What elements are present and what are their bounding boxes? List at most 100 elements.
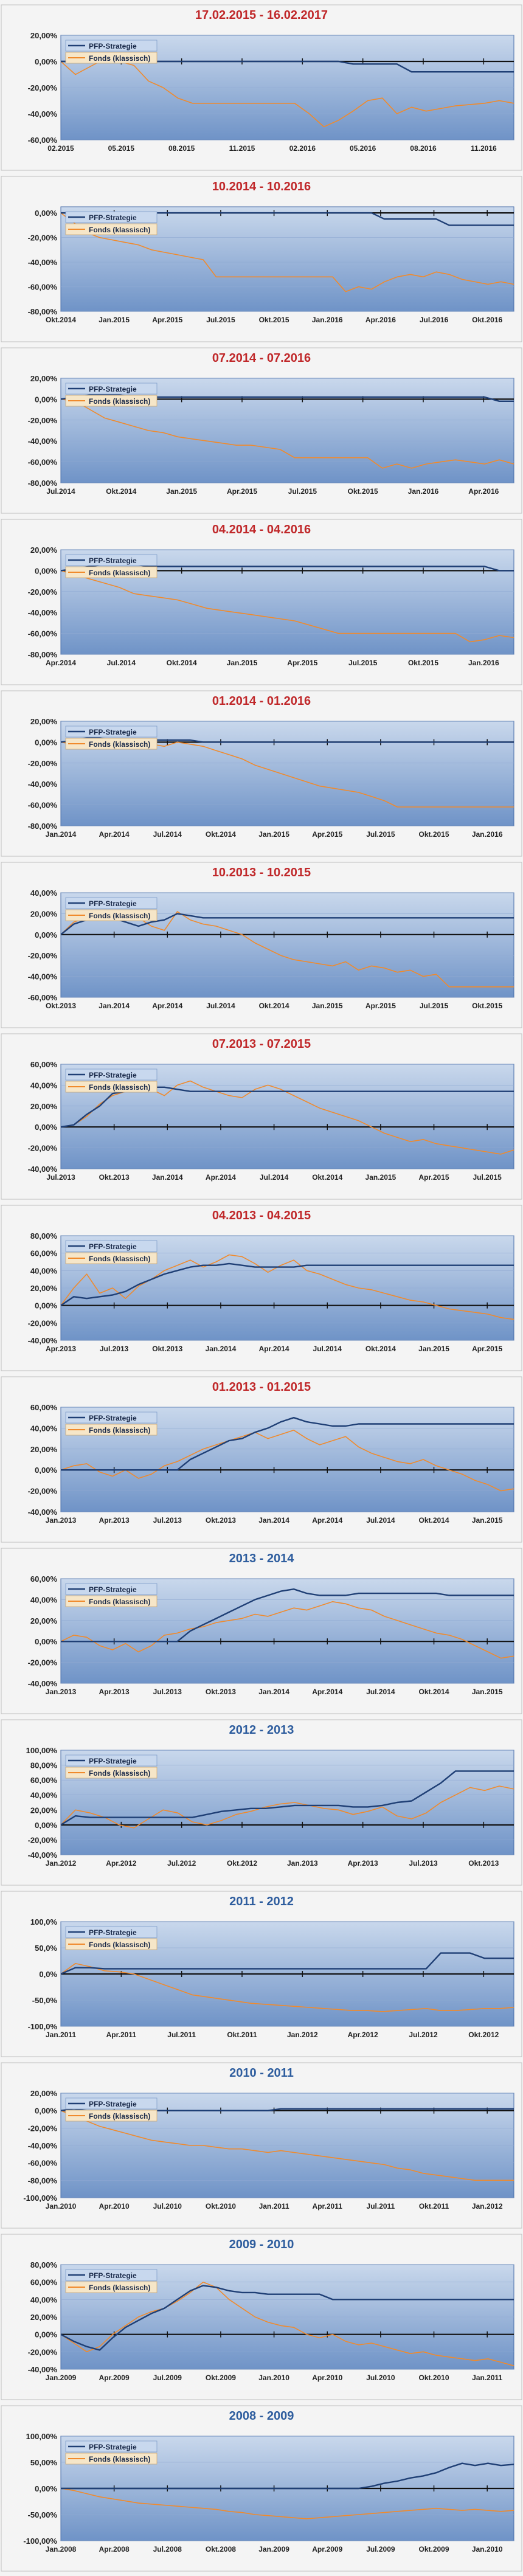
x-tick-label: Jan.2014 (99, 1002, 130, 1010)
x-tick-label: 05.2015 (108, 144, 135, 153)
x-tick-label: Jan.2010 (472, 2545, 503, 2553)
legend-box-strategy (65, 1754, 158, 1767)
chart-panel: 20,00% 0,00% -20,00% -40,00% -60,00% -80,00% J… (0, 347, 523, 518)
y-tick-label: -40,00% (28, 258, 58, 267)
y-tick-label: -60,00% (28, 2159, 58, 2168)
x-tick-label: Jan.2009 (258, 2545, 289, 2553)
x-tick-label: Okt.2014 (419, 1688, 449, 1696)
x-tick-label: Jan.2015 (365, 1173, 397, 1182)
y-tick-label: -80,00% (28, 307, 58, 316)
x-tick-label: Jan.2015 (472, 1516, 503, 1525)
legend-label-fund: Fonds (klassisch) (89, 1769, 150, 1778)
x-tick-label: Jul.2014 (260, 1173, 289, 1182)
legend: PFP-Strategie Fonds (klassisch) (65, 897, 158, 921)
x-tick-label: Apr.2014 (46, 659, 76, 667)
x-tick-label: Jan.2015 (227, 659, 258, 667)
x-tick-label: Jul.2012 (409, 2031, 438, 2039)
chart-panel: 20,00% 0,00% -20,00% -40,00% -60,00% -80,00% J… (0, 690, 523, 861)
x-tick-label: Jul.2008 (153, 2545, 182, 2553)
y-tick-label: 100,00% (26, 1746, 58, 1755)
y-tick-label: -20,00% (28, 1658, 58, 1667)
x-tick-label: Jan.2016 (468, 659, 499, 667)
legend-label-fund: Fonds (klassisch) (89, 1255, 150, 1263)
chart-panel: 60,00% 40,00% 20,00% 0,00% -20,00% -40,00% Jan… (0, 1547, 523, 1719)
y-tick-label: -20,00% (28, 83, 58, 92)
x-tick-label: Okt.2014 (46, 316, 76, 324)
x-tick-label: Okt.2015 (472, 1002, 502, 1010)
x-tick-label: Apr.2015 (472, 1345, 502, 1353)
x-tick-label: Jul.2015 (206, 316, 235, 324)
x-tick-label: Jan.2011 (259, 2202, 289, 2211)
y-tick-label: -40,00% (28, 608, 58, 617)
x-tick-label: Jan.2009 (46, 2373, 77, 2382)
y-tick-label: 0,00% (35, 209, 57, 218)
y-tick-label: -40,00% (28, 1336, 58, 1345)
legend-box-fund (65, 738, 158, 750)
x-tick-label: Okt.2014 (312, 1173, 342, 1182)
y-tick-label: -20,00% (28, 2124, 58, 2133)
x-tick-label: Okt.2014 (167, 659, 197, 667)
x-tick-label: Okt.2015 (408, 659, 438, 667)
x-tick-label: Okt.2013 (206, 1516, 236, 1525)
x-tick-label: 02.2015 (47, 144, 74, 153)
chart-title: 2011 - 2012 (229, 1895, 294, 1908)
chart-panel: 60,00% 40,00% 20,00% 0,00% -20,00% -40,00% Jul… (0, 1033, 523, 1204)
x-tick-label: Okt.2013 (152, 1345, 182, 1353)
y-tick-label: -80,00% (28, 650, 58, 659)
y-tick-label: -20,00% (28, 759, 58, 768)
legend-box-strategy (65, 897, 158, 909)
y-tick-label: 60,00% (30, 1574, 58, 1584)
y-tick-label: -20,00% (28, 587, 58, 597)
legend-box-strategy (65, 2440, 158, 2453)
chart-title: 2009 - 2010 (229, 2238, 294, 2251)
legend-box-fund (65, 223, 158, 235)
x-tick-label: 08.2015 (168, 144, 195, 153)
x-tick-label: Apr.2016 (365, 316, 396, 324)
y-tick-label: -100,00% (23, 2193, 57, 2203)
y-tick-label: -20,00% (28, 2347, 58, 2356)
chart-title: 07.2014 - 07.2016 (212, 351, 311, 365)
chart-svg: 60,00%40,00%20,00%0,00%-20,00%-40,00%Jul… (1, 1033, 522, 1200)
y-tick-label: -100,0% (28, 2022, 58, 2031)
x-tick-label: Jan.2013 (46, 1516, 77, 1525)
chart-svg: 20,00%0,00%-20,00%-40,00%-60,00%-80,00%J… (1, 347, 522, 514)
y-tick-label: 0,0% (39, 1970, 57, 1979)
x-tick-label: Apr.2012 (348, 2031, 378, 2039)
x-tick-label: Jul.2014 (107, 659, 136, 667)
legend: PFP-Strategie Fonds (klassisch) (65, 1754, 158, 1779)
x-tick-label: Jul.2015 (288, 487, 317, 496)
x-tick-label: Jan.2010 (258, 2373, 289, 2382)
legend-box-strategy (65, 554, 158, 566)
x-tick-label: Jul.2013 (153, 1688, 182, 1696)
x-tick-label: Okt.2014 (259, 1002, 289, 1010)
x-tick-label: Jul.2015 (366, 830, 395, 839)
y-tick-label: 20,00% (30, 1284, 58, 1293)
y-tick-label: 20,00% (30, 2089, 58, 2098)
y-tick-label: -40,00% (28, 437, 58, 446)
x-tick-label: Jan.2012 (287, 2031, 318, 2039)
legend-label-strategy: PFP-Strategie (89, 1757, 137, 1765)
chart-svg: 40,00%20,00%0,00%-20,00%-40,00%-60,00%Ok… (1, 862, 522, 1028)
x-tick-label: Jan.2014 (152, 1173, 183, 1182)
y-tick-label: -60,00% (28, 993, 58, 1002)
legend-box-fund (65, 1767, 158, 1779)
x-tick-label: Okt.2011 (419, 2202, 449, 2211)
x-tick-label: Okt.2013 (46, 1002, 76, 1010)
chart-svg: 60,00%40,00%20,00%0,00%-20,00%-40,00%Jan… (1, 1548, 522, 1714)
x-tick-label: Jul.2014 (366, 1688, 395, 1696)
series-line-strategy (60, 2285, 514, 2351)
y-tick-label: 20,00% (30, 1806, 58, 1815)
legend-label-fund: Fonds (klassisch) (89, 2112, 150, 2121)
x-tick-label: Jan.2015 (99, 316, 130, 324)
series-line-fund (60, 2488, 514, 2519)
y-tick-label: -60,00% (28, 458, 58, 467)
x-tick-label: Jul.2013 (409, 1859, 438, 1868)
chart-panel: 100,00% 50,00% 0,00% -50,00% -100,00% Jan.200… (0, 2405, 523, 2576)
x-tick-label: 11.2016 (471, 144, 497, 153)
y-tick-label: -80,00% (28, 822, 58, 831)
legend: PFP-Strategie Fonds (klassisch) (65, 1240, 158, 1264)
series-line-fund (60, 212, 514, 293)
legend-label-fund: Fonds (klassisch) (89, 2283, 150, 2292)
y-tick-label: 0,00% (35, 738, 57, 747)
legend-label-strategy: PFP-Strategie (89, 213, 137, 222)
